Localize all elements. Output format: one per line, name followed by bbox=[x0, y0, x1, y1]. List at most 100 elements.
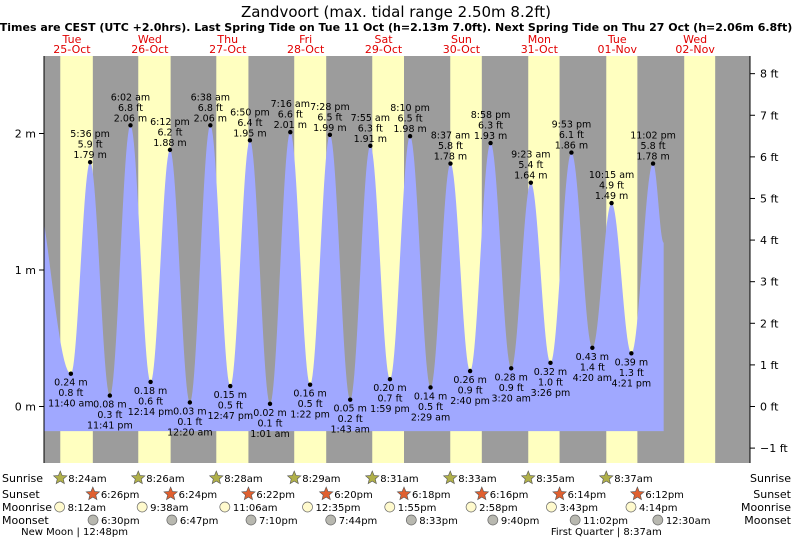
low-tide-label: 0.5 ft bbox=[218, 401, 243, 412]
low-tide-label: 3:26 pm bbox=[531, 388, 571, 399]
sunrise-star-icon bbox=[286, 470, 302, 485]
low-tide-label: 0.08 m bbox=[93, 400, 126, 411]
low-tide-label: 12:47 pm bbox=[207, 411, 253, 422]
sunrise-star-icon bbox=[364, 470, 380, 485]
moonset-icon bbox=[245, 514, 257, 526]
low-tide-label: 12:20 am bbox=[167, 427, 212, 438]
row-label-left: Moonrise bbox=[2, 501, 52, 514]
sunset-time: 6:18pm bbox=[412, 490, 451, 501]
day-weekday: Tue bbox=[607, 33, 627, 46]
high-tide-label: 6.3 ft bbox=[478, 121, 503, 132]
high-tide-label: 1.95 m bbox=[233, 128, 266, 139]
low-tide-label: 0.1 ft bbox=[177, 417, 202, 428]
right-axis-tick-label: 8 ft bbox=[760, 68, 779, 81]
high-tide-point bbox=[650, 161, 656, 166]
day-weekday: Fri bbox=[299, 33, 312, 46]
low-tide-label: 0.03 m bbox=[173, 406, 206, 417]
chart-title: Zandvoort (max. tidal range 2.50m 8.2ft) bbox=[241, 3, 551, 21]
day-date: 30-Oct bbox=[443, 43, 481, 56]
low-tide-label: 0.28 m bbox=[494, 372, 527, 383]
low-tide-label: 0.9 ft bbox=[499, 383, 524, 394]
row-label-left: Sunrise bbox=[2, 472, 43, 485]
high-tide-label: 6.1 ft bbox=[559, 130, 584, 141]
high-tide-label: 1.99 m bbox=[313, 123, 346, 134]
moonset-icon bbox=[325, 514, 337, 526]
high-tide-point bbox=[167, 147, 173, 153]
day-date: 01-Nov bbox=[598, 43, 638, 56]
low-tide-label: 0.18 m bbox=[134, 386, 167, 397]
right-axis-tick-label: −1 ft bbox=[760, 442, 788, 455]
left-axis-tick-label: 1 m bbox=[15, 264, 36, 277]
day-weekday: Tue bbox=[62, 33, 82, 46]
left-axis-tick-label: 2 m bbox=[15, 128, 36, 141]
sunset-star-icon bbox=[552, 486, 567, 501]
low-tide-point bbox=[68, 371, 74, 376]
low-tide-label: 0.43 m bbox=[576, 352, 609, 363]
moonset-time: 6:47pm bbox=[180, 516, 219, 527]
high-tide-point bbox=[488, 140, 493, 146]
low-tide-label: 0.6 ft bbox=[138, 396, 163, 407]
sunset-star-icon bbox=[163, 486, 179, 501]
moonrise-icon bbox=[302, 501, 313, 513]
sunrise-star-icon bbox=[442, 470, 458, 485]
low-tide-label: 0.20 m bbox=[373, 383, 406, 394]
chart-subtitle: Times are CEST (UTC +2.0hrs). Last Sprin… bbox=[0, 21, 792, 34]
day-date: 26-Oct bbox=[131, 43, 169, 56]
moonset-time: 8:33pm bbox=[419, 516, 458, 527]
day-date: 28-Oct bbox=[287, 43, 325, 56]
moonrise-icon bbox=[465, 501, 477, 513]
moonset-time: 7:10pm bbox=[259, 516, 298, 527]
day-date: 02-Nov bbox=[675, 43, 715, 56]
low-tide-label: 0.8 ft bbox=[58, 388, 83, 399]
left-axis-tick-label: 0 m bbox=[15, 401, 36, 414]
right-axis-tick-label: 4 ft bbox=[760, 234, 779, 247]
high-tide-label: 6.5 ft bbox=[317, 112, 342, 123]
high-tide-point bbox=[327, 132, 333, 138]
sunset-star-icon bbox=[85, 486, 101, 501]
high-tide-point bbox=[247, 138, 253, 143]
high-tide-label: 8:58 pm bbox=[471, 110, 511, 121]
high-tide-label: 6:02 am bbox=[111, 92, 150, 103]
low-tide-label: 0.05 m bbox=[333, 404, 366, 415]
low-tide-point bbox=[187, 400, 193, 405]
low-tide-point bbox=[548, 360, 553, 366]
sunset-time: 6:22pm bbox=[256, 490, 295, 501]
low-tide-label: 1:43 am bbox=[330, 425, 369, 436]
moonset-icon bbox=[166, 514, 178, 526]
low-tide-label: 1.0 ft bbox=[538, 377, 563, 388]
low-tide-point bbox=[428, 385, 433, 390]
right-axis-tick-label: 5 ft bbox=[760, 192, 779, 205]
low-tide-point bbox=[590, 345, 595, 351]
high-tide-label: 7:28 pm bbox=[310, 102, 350, 113]
row-label-left: Moonset bbox=[2, 514, 49, 527]
high-tide-label: 1.78 m bbox=[434, 152, 467, 163]
low-tide-label: 0.39 m bbox=[615, 357, 648, 368]
sunset-time: 6:20pm bbox=[334, 490, 373, 501]
day-weekday: Mon bbox=[528, 33, 551, 46]
high-tide-label: 1.88 m bbox=[153, 138, 186, 149]
sun-time: 8:31am bbox=[380, 474, 418, 485]
moon-phase-label: New Moon | 12:48pm bbox=[21, 527, 128, 538]
sunset-star-icon bbox=[474, 486, 490, 501]
high-tide-label: 2.01 m bbox=[274, 120, 307, 131]
low-tide-label: 0.32 m bbox=[534, 367, 567, 378]
low-tide-point bbox=[148, 379, 153, 385]
row-label-right: Sunset bbox=[753, 488, 791, 501]
day-date: 27-Oct bbox=[209, 43, 247, 56]
low-tide-label: 11:41 pm bbox=[87, 421, 133, 432]
low-tide-point bbox=[307, 382, 313, 387]
low-tide-point bbox=[267, 401, 273, 406]
right-axis-tick-label: 7 ft bbox=[760, 109, 779, 122]
day-date: 29-Oct bbox=[365, 43, 403, 56]
low-tide-label: 3:20 am bbox=[491, 393, 530, 404]
day-date: 31-Oct bbox=[521, 43, 559, 56]
low-tide-label: 1.4 ft bbox=[580, 362, 605, 373]
high-tide-label: 9:53 pm bbox=[552, 120, 592, 131]
low-tide-label: 4:20 am bbox=[573, 373, 612, 384]
sunset-star-icon bbox=[318, 486, 334, 501]
high-tide-label: 2.06 m bbox=[194, 113, 227, 124]
moonrise-icon bbox=[546, 501, 557, 513]
low-tide-label: 0.1 ft bbox=[257, 418, 282, 429]
low-tide-label: 0.15 m bbox=[214, 390, 247, 401]
row-label-right: Moonset bbox=[744, 514, 791, 527]
